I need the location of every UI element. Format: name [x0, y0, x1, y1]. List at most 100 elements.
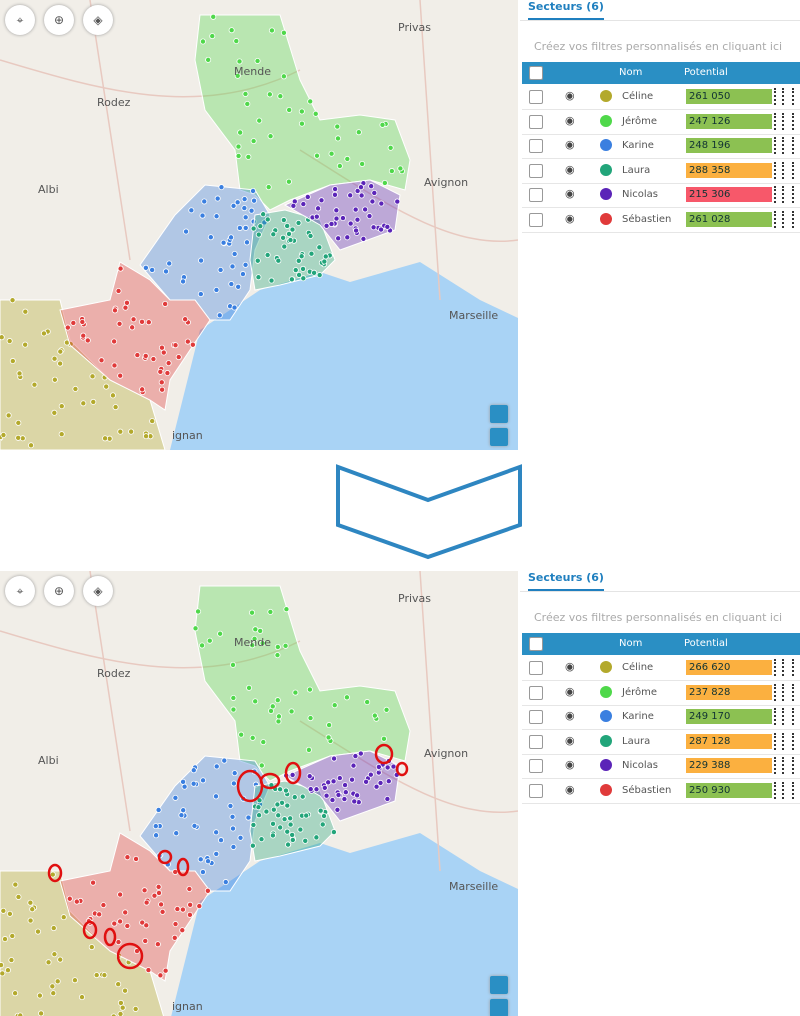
filter-hint[interactable]: Créez vos filtres personnalisés en cliqu…	[534, 40, 783, 53]
client-dot	[250, 225, 257, 232]
client-dot	[364, 699, 371, 706]
header-checkbox[interactable]	[529, 637, 543, 651]
client-dot	[257, 223, 264, 230]
client-dot	[153, 832, 160, 839]
map-control[interactable]	[490, 428, 508, 446]
table-row: ◉ Jérôme 247 126	[522, 110, 800, 135]
map-button[interactable]: ⊕	[44, 576, 74, 606]
map-control[interactable]	[490, 999, 508, 1016]
client-dot	[57, 348, 64, 355]
table-row: ◉ Sébastien 261 028	[522, 208, 800, 233]
client-dot	[64, 324, 71, 331]
row-checkbox[interactable]	[529, 661, 543, 675]
client-dot	[229, 263, 236, 270]
client-dot	[339, 215, 346, 222]
visibility-toggle[interactable]: ◉	[565, 89, 575, 102]
column-header[interactable]: Potential	[684, 638, 728, 649]
visibility-toggle[interactable]: ◉	[565, 187, 575, 200]
visibility-toggle[interactable]: ◉	[565, 782, 575, 796]
client-dot	[173, 830, 180, 837]
potential-gauge: 288 358	[686, 162, 772, 178]
client-dot	[335, 791, 342, 798]
client-dot	[111, 338, 118, 345]
row-checkbox[interactable]	[529, 90, 543, 104]
client-dot	[149, 418, 156, 425]
map-button[interactable]: ⌖	[5, 576, 35, 606]
gauge-tick	[774, 757, 776, 774]
sector-area	[59, 261, 211, 411]
row-checkbox[interactable]	[529, 188, 543, 202]
client-dot	[300, 275, 307, 282]
client-dot	[45, 959, 52, 966]
client-dot	[155, 883, 162, 890]
highlight-circle	[284, 761, 302, 785]
client-dot	[190, 780, 197, 787]
client-dot	[298, 108, 305, 115]
filter-hint[interactable]: Créez vos filtres personnalisés en cliqu…	[534, 611, 783, 624]
gauge-tick	[774, 781, 776, 799]
client-dot	[316, 272, 323, 279]
row-checkbox[interactable]	[529, 734, 543, 749]
client-dot	[115, 939, 122, 946]
client-dot	[332, 186, 339, 193]
client-dot	[142, 352, 149, 359]
visibility-toggle[interactable]: ◉	[565, 660, 575, 673]
row-checkbox[interactable]	[529, 139, 543, 153]
client-dot	[158, 901, 165, 908]
row-checkbox[interactable]	[529, 212, 543, 227]
header-checkbox[interactable]	[529, 66, 543, 80]
column-header[interactable]: Potential	[684, 67, 728, 78]
row-checkbox[interactable]	[529, 163, 543, 178]
client-dot	[362, 206, 369, 213]
client-dot	[297, 826, 304, 833]
row-checkbox[interactable]	[529, 114, 543, 129]
client-dot	[283, 606, 290, 613]
client-dot	[295, 257, 302, 264]
client-dot	[150, 356, 157, 363]
map-button[interactable]: ◈	[83, 5, 113, 35]
visibility-toggle[interactable]: ◉	[565, 733, 575, 747]
map-control[interactable]	[490, 405, 508, 423]
client-dot	[233, 38, 240, 45]
potential-gauge: 261 028	[686, 211, 772, 227]
map-button[interactable]: ⊕	[44, 5, 74, 35]
client-dot	[50, 990, 57, 997]
client-dot	[370, 224, 377, 231]
visibility-toggle[interactable]: ◉	[565, 684, 575, 698]
visibility-toggle[interactable]: ◉	[565, 758, 575, 771]
map-button[interactable]: ◈	[83, 576, 113, 606]
column-header[interactable]: Nom	[619, 638, 643, 649]
visibility-toggle[interactable]: ◉	[565, 113, 575, 127]
client-dot	[264, 216, 271, 223]
client-dot	[359, 160, 366, 167]
gauge-tick	[792, 683, 794, 701]
row-checkbox[interactable]	[529, 710, 543, 724]
column-header[interactable]: Nom	[619, 67, 643, 78]
client-dot	[109, 392, 116, 399]
row-checkbox[interactable]	[529, 685, 543, 700]
client-dot	[230, 694, 237, 701]
client-dot	[388, 168, 395, 175]
gauge-tick	[774, 732, 776, 750]
client-dot	[269, 832, 276, 839]
visibility-toggle[interactable]: ◉	[565, 211, 575, 225]
client-dot	[115, 981, 122, 988]
client-dot	[235, 152, 242, 159]
tab[interactable]: Secteurs (6)	[528, 0, 604, 20]
client-dot	[84, 337, 91, 344]
visibility-toggle[interactable]: ◉	[565, 138, 575, 151]
row-checkbox[interactable]	[529, 759, 543, 773]
client-dot	[354, 187, 361, 194]
client-dot	[331, 702, 338, 709]
client-dot	[17, 1012, 24, 1016]
visibility-toggle[interactable]: ◉	[565, 709, 575, 722]
client-dot	[201, 198, 208, 205]
map-button[interactable]: ⌖	[5, 5, 35, 35]
row-checkbox[interactable]	[529, 783, 543, 798]
map-control[interactable]	[490, 976, 508, 994]
client-dot	[117, 428, 124, 435]
tab[interactable]: Secteurs (6)	[528, 571, 604, 591]
visibility-toggle[interactable]: ◉	[565, 162, 575, 176]
client-dot	[249, 734, 256, 741]
